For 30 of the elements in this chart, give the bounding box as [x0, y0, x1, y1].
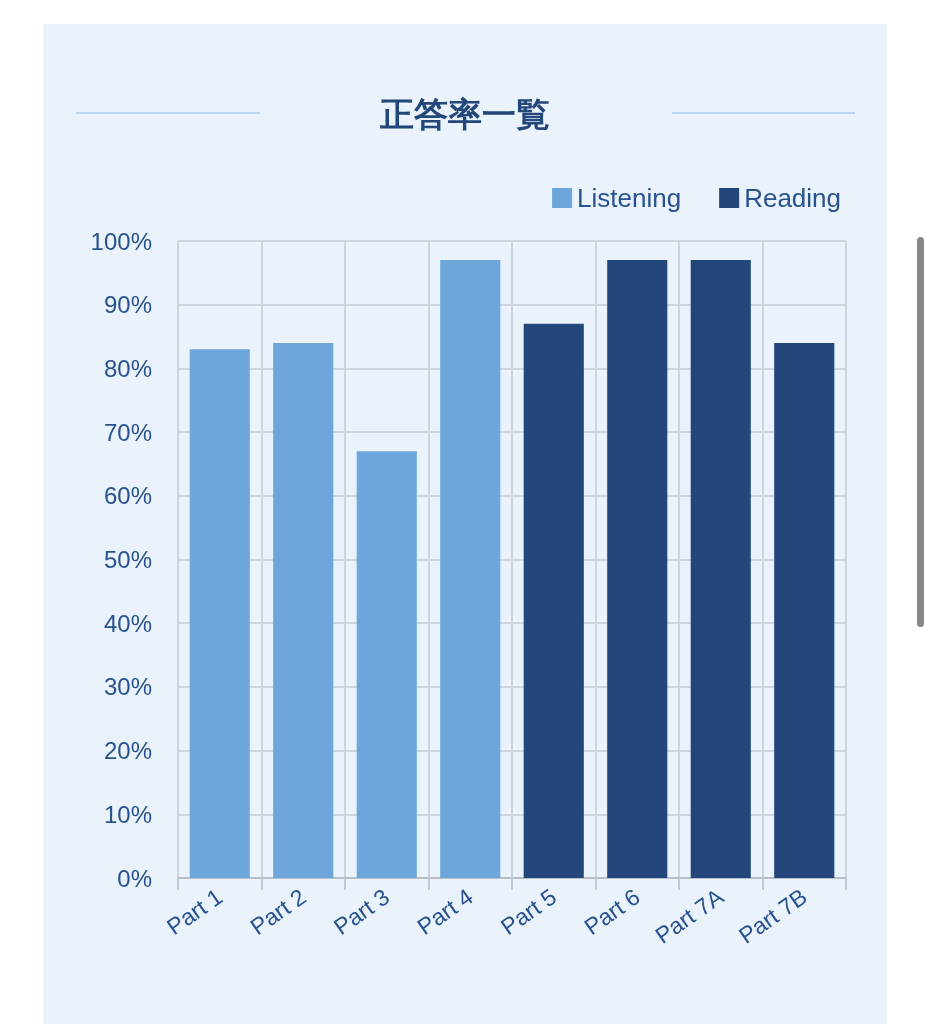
bar: [356, 451, 417, 878]
bar: [273, 342, 334, 878]
x-tick-label: Part 3: [329, 883, 395, 940]
x-tick-label: Part 5: [496, 883, 562, 940]
y-tick-label: 20%: [103, 737, 152, 765]
x-tick-label: Part 1: [162, 883, 228, 940]
bar: [607, 260, 668, 878]
x-tick-label: Part 6: [579, 883, 645, 940]
y-tick-label: 60%: [103, 482, 152, 510]
y-tick-label: 80%: [103, 354, 152, 382]
chart-title: 正答率一覧: [379, 94, 550, 134]
bar: [774, 342, 835, 878]
y-tick-label: 10%: [103, 800, 152, 828]
x-tick-label: Part 4: [412, 883, 478, 940]
y-tick-label: 0%: [117, 864, 152, 892]
y-tick-label: 70%: [103, 418, 152, 446]
y-tick-label: 100%: [90, 227, 152, 255]
legend-label: Listening: [577, 183, 682, 213]
x-tick-label: Part 7B: [733, 883, 812, 949]
x-tick-label: Part 7A: [650, 882, 729, 949]
legend-label: Reading: [744, 183, 842, 213]
y-tick-label: 50%: [103, 546, 152, 573]
y-tick-label: 30%: [103, 673, 152, 701]
bar: [523, 323, 584, 878]
bar: [690, 260, 751, 878]
x-tick-label: Part 2: [245, 883, 311, 940]
y-tick-label: 90%: [103, 291, 152, 319]
bar: [440, 260, 501, 878]
y-tick-label: 40%: [103, 609, 152, 637]
bar: [189, 349, 250, 878]
